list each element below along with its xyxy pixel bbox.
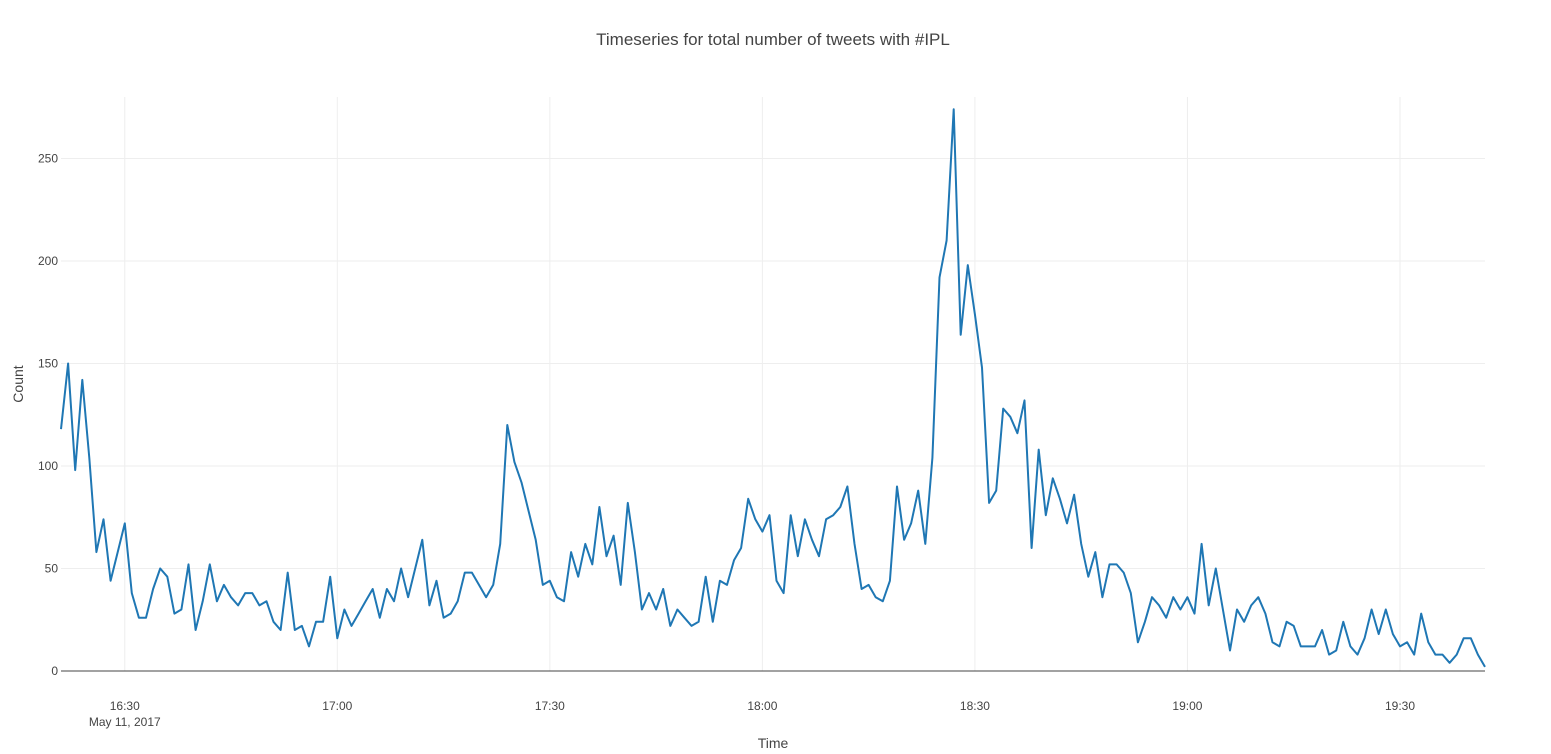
- grid-lines: [61, 97, 1485, 671]
- x-tick-label-0: 16:30: [110, 699, 140, 713]
- x-tick-label-6: 19:30: [1385, 699, 1415, 713]
- y-tick-label-5: 250: [38, 152, 58, 166]
- y-axis-ticks: 0 50 100 150 200 250: [38, 152, 58, 679]
- y-tick-label-1: 50: [45, 562, 59, 576]
- x-axis-title: Time: [758, 735, 789, 751]
- x-axis-date-label: May 11, 2017: [89, 715, 161, 729]
- series-layer: [60, 108, 1486, 668]
- series-line-0[interactable]: [60, 108, 1486, 668]
- x-tick-label-5: 19:00: [1172, 699, 1202, 713]
- y-tick-label-2: 100: [38, 459, 58, 473]
- x-tick-label-1: 17:00: [322, 699, 352, 713]
- y-tick-label-3: 150: [38, 357, 58, 371]
- y-tick-label-4: 200: [38, 254, 58, 268]
- x-tick-label-2: 17:30: [535, 699, 565, 713]
- chart-title: Timeseries for total number of tweets wi…: [596, 30, 950, 49]
- x-tick-label-3: 18:00: [747, 699, 777, 713]
- x-tick-label-4: 18:30: [960, 699, 990, 713]
- x-axis-ticks: 16:30 17:00 17:30 18:00 18:30 19:00 19:30: [110, 699, 1416, 713]
- y-axis-title: Count: [10, 365, 26, 402]
- y-tick-label-0: 0: [51, 664, 58, 678]
